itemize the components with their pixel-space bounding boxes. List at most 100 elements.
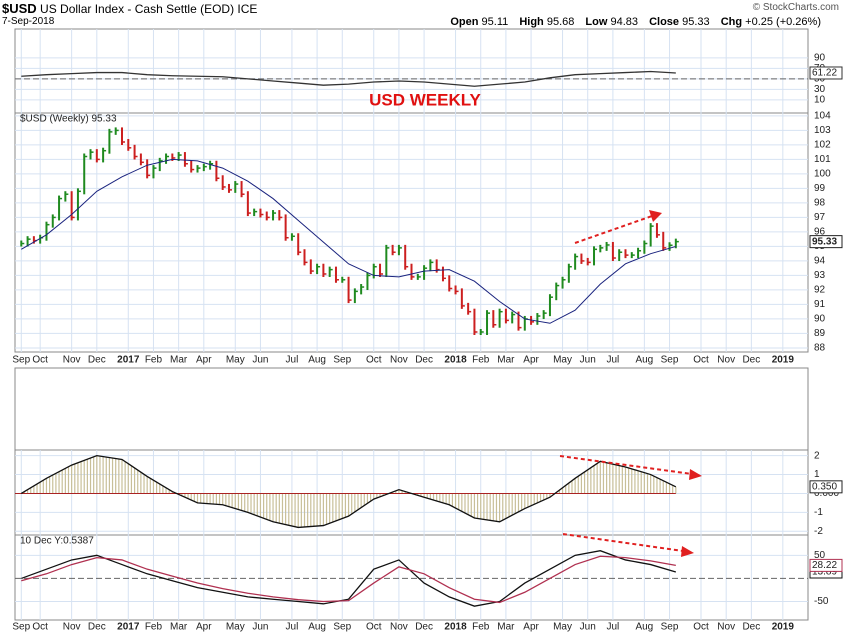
moving-average bbox=[21, 158, 676, 324]
series-line bbox=[21, 550, 677, 607]
legend: $USD (Weekly) 95.33 bbox=[20, 114, 117, 125]
x-tick-label: Mar bbox=[497, 622, 515, 633]
x-tick-label: Nov bbox=[390, 622, 408, 633]
instrument-name: US Dollar Index - Cash Settle (EOD) ICE bbox=[40, 2, 258, 16]
x-tick-label: 2017 bbox=[117, 622, 140, 633]
x-tick-label: Aug bbox=[635, 622, 653, 633]
y-tick-label: 88 bbox=[814, 343, 826, 354]
x-tick-label: Feb bbox=[472, 622, 490, 633]
y-tick-label: 98 bbox=[814, 198, 826, 209]
x-tick-label: Dec bbox=[415, 622, 433, 633]
y-tick-label: 91 bbox=[814, 299, 826, 310]
x-tick-label: Jul bbox=[606, 355, 619, 366]
y-tick-label: 90 bbox=[814, 53, 826, 64]
x-tick-label: May bbox=[553, 622, 572, 633]
arrow bbox=[562, 533, 684, 552]
y-tick-label: -2 bbox=[814, 526, 823, 537]
quote-label: Close bbox=[649, 16, 680, 28]
value-box bbox=[809, 558, 843, 572]
x-tick-label: Oct bbox=[693, 622, 709, 633]
y-tick-label: 90 bbox=[814, 314, 826, 325]
x-tick-label: Oct bbox=[366, 622, 382, 633]
x-tick-label: Aug bbox=[308, 355, 326, 366]
x-tick-label: Dec bbox=[742, 622, 760, 633]
arrow bbox=[559, 455, 693, 475]
x-tick-label: Dec bbox=[88, 355, 106, 366]
x-tick-label: Oct bbox=[32, 622, 48, 633]
x-tick-label: May bbox=[226, 355, 245, 366]
x-tick-label: Dec bbox=[742, 355, 760, 366]
quote-value: +0.25 (+0.26%) bbox=[745, 16, 821, 28]
x-tick-label: Apr bbox=[523, 622, 539, 633]
x-tick-label: 2019 bbox=[772, 355, 795, 366]
x-tick-label: Nov bbox=[63, 355, 81, 366]
x-tick-label: 2018 bbox=[444, 355, 467, 366]
x-tick-label: Sep bbox=[661, 355, 679, 366]
quote: Open 95.11 High 95.68 Low 94.83 Close 95… bbox=[450, 16, 829, 28]
value-box bbox=[809, 480, 843, 494]
x-tick-label: Aug bbox=[635, 355, 653, 366]
x-tick-label: Apr bbox=[196, 622, 212, 633]
x-tick-label: 2018 bbox=[444, 622, 467, 633]
series-line bbox=[21, 555, 676, 604]
x-tick-label: Mar bbox=[170, 355, 188, 366]
value-box bbox=[809, 235, 843, 249]
quote-value: 95.11 bbox=[481, 16, 509, 28]
annotation: USD WEEKLY bbox=[369, 90, 481, 109]
x-tick-label: Sep bbox=[661, 622, 679, 633]
x-tick-label: May bbox=[553, 355, 572, 366]
y-tick-label: 103 bbox=[814, 125, 831, 136]
quote-label: Low bbox=[585, 16, 608, 28]
last-value-label: 13.89 bbox=[812, 567, 837, 578]
arrowhead bbox=[681, 546, 694, 557]
y-tick-label: 10 bbox=[814, 95, 826, 106]
x-tick-label: Sep bbox=[333, 622, 351, 633]
value-box bbox=[809, 66, 843, 80]
x-tick-label: Mar bbox=[170, 622, 188, 633]
y-tick-label: 0.000 bbox=[814, 488, 839, 499]
marks: SepSepOctOctNovNovDecDec20172017FebFebMa… bbox=[12, 29, 843, 633]
last-value-label: 95.33 bbox=[812, 236, 837, 247]
macd-panel bbox=[14, 449, 809, 536]
last-value-label: 28.22 bbox=[812, 560, 837, 571]
quote-label: Chg bbox=[720, 16, 743, 28]
stoch-panel bbox=[14, 534, 809, 621]
x-tick-label: Jun bbox=[252, 622, 268, 633]
x-tick-label: Dec bbox=[88, 622, 106, 633]
x-tick-label: Jun bbox=[252, 355, 268, 366]
y-tick-label: 50 bbox=[814, 550, 826, 561]
y-tick-label: 93 bbox=[814, 270, 826, 281]
x-tick-label: Aug bbox=[308, 622, 326, 633]
x-tick-label: Nov bbox=[390, 355, 408, 366]
x-tick-label: May bbox=[226, 622, 245, 633]
date: 7-Sep-2018 bbox=[2, 16, 55, 27]
x-tick-label: Jun bbox=[580, 355, 596, 366]
x-tick-label: 2017 bbox=[117, 355, 140, 366]
y-tick-label: 89 bbox=[814, 328, 826, 339]
legend: 10 Dec Y:0.5387 bbox=[20, 536, 94, 547]
x-tick-label: Jun bbox=[580, 622, 596, 633]
x-tick-label: Sep bbox=[12, 622, 30, 633]
quote-label: High bbox=[519, 16, 544, 28]
y-tick-label: 102 bbox=[814, 140, 831, 151]
source: © StockCharts.com bbox=[752, 2, 839, 13]
x-tick-label: Oct bbox=[32, 355, 48, 366]
symbol: $USD bbox=[2, 1, 37, 16]
x-tick-label: Feb bbox=[145, 622, 163, 633]
y-tick-label: 104 bbox=[814, 111, 831, 122]
y-tick-label: 99 bbox=[814, 183, 826, 194]
x-tick-label: Oct bbox=[693, 355, 709, 366]
arrowhead bbox=[649, 210, 662, 222]
y-tick-label: 101 bbox=[814, 154, 831, 165]
title: $USD US Dollar Index - Cash Settle (EOD)… bbox=[2, 1, 257, 16]
rsi-panel bbox=[14, 28, 809, 114]
y-tick-label: 92 bbox=[814, 285, 826, 296]
y-tick-label: 97 bbox=[814, 212, 826, 223]
y-tick-label: -50 bbox=[814, 596, 829, 607]
y-tick-label: 100 bbox=[814, 169, 831, 180]
quote-label: Open bbox=[450, 16, 479, 28]
price-panel bbox=[14, 112, 809, 353]
y-tick-label: 96 bbox=[814, 227, 826, 238]
x-tick-label: Jul bbox=[606, 622, 619, 633]
